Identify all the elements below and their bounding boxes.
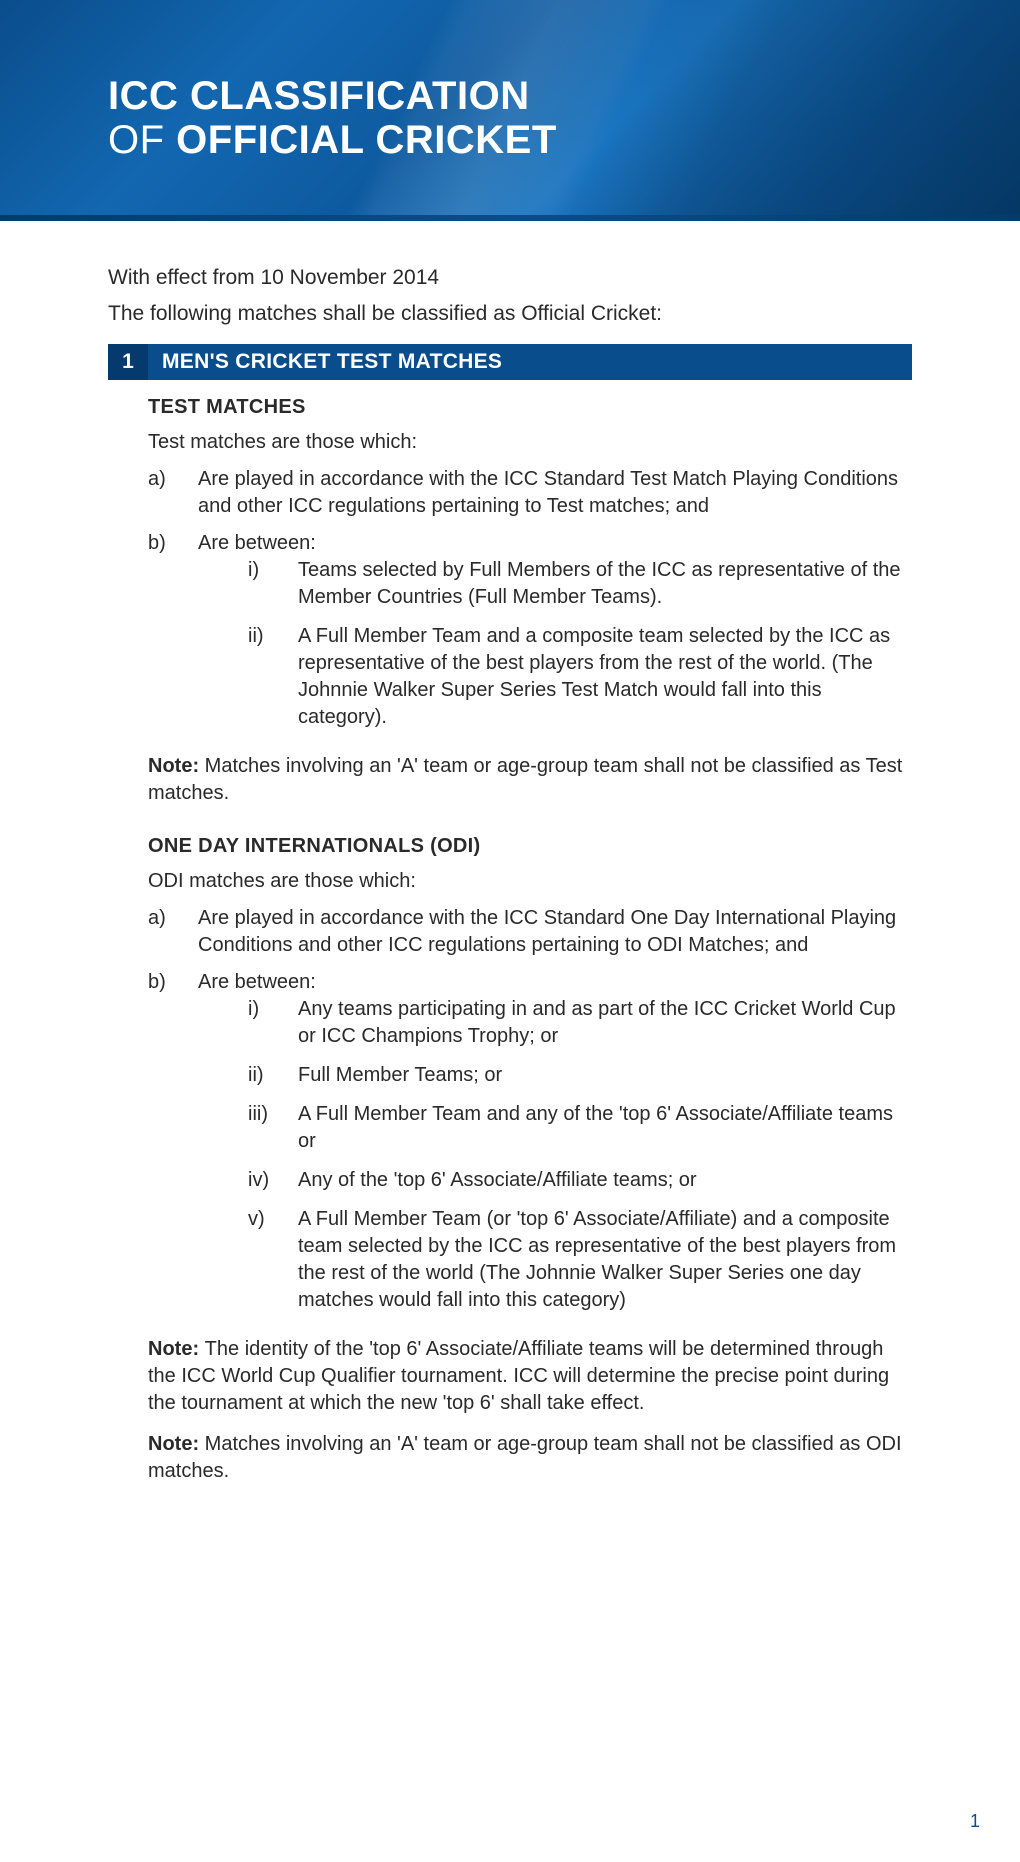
test-list: a) Are played in accordance with the ICC…: [148, 466, 912, 743]
marker-i: i): [248, 996, 298, 1050]
test-b-ii: ii) A Full Member Team and a composite t…: [248, 623, 912, 731]
document-page: ICC CLASSIFICATION OF OFFICIAL CRICKET W…: [0, 0, 1020, 1862]
note-text: Matches involving an 'A' team or age-gro…: [148, 1433, 902, 1482]
note-text: Matches involving an 'A' team or age-gro…: [148, 755, 902, 804]
header-banner: ICC CLASSIFICATION OF OFFICIAL CRICKET: [0, 0, 1020, 215]
odi-b-iv-text: Any of the 'top 6' Associate/Affiliate t…: [298, 1167, 912, 1194]
odi-b-lead: Are between:: [198, 971, 316, 993]
section-1-header: 1 MEN'S CRICKET TEST MATCHES: [108, 344, 912, 380]
marker-iv: iv): [248, 1167, 298, 1194]
odi-a-text: Are played in accordance with the ICC St…: [198, 905, 912, 959]
test-b-i: i) Teams selected by Full Members of the…: [248, 557, 912, 611]
odi-note-2: Note: Matches involving an 'A' team or a…: [148, 1431, 912, 1485]
marker-b: b): [148, 530, 198, 743]
title-line-2: OF OFFICIAL CRICKET: [108, 118, 557, 162]
marker-ii: ii): [248, 623, 298, 731]
test-b-ii-text: A Full Member Team and a composite team …: [298, 623, 912, 731]
marker-v: v): [248, 1206, 298, 1314]
test-b-lead: Are between:: [198, 532, 316, 554]
test-intro: Test matches are those which:: [148, 429, 912, 456]
odi-b-sublist: i) Any teams participating in and as par…: [248, 996, 912, 1314]
section-number: 1: [108, 344, 148, 380]
section-title: MEN'S CRICKET TEST MATCHES: [148, 350, 502, 374]
note-text: The identity of the 'top 6' Associate/Af…: [148, 1338, 889, 1414]
document-title: ICC CLASSIFICATION OF OFFICIAL CRICKET: [108, 74, 557, 162]
odi-b-iii: iii) A Full Member Team and any of the '…: [248, 1101, 912, 1155]
title-line-2-bold: OFFICIAL CRICKET: [176, 118, 557, 162]
marker-ii: ii): [248, 1062, 298, 1089]
odi-b-iii-text: A Full Member Team and any of the 'top 6…: [298, 1101, 912, 1155]
odi-b-iv: iv) Any of the 'top 6' Associate/Affilia…: [248, 1167, 912, 1194]
page-number: 1: [970, 1811, 980, 1832]
test-heading: TEST MATCHES: [148, 396, 912, 419]
test-b-i-text: Teams selected by Full Members of the IC…: [298, 557, 912, 611]
odi-b-v-text: A Full Member Team (or 'top 6' Associate…: [298, 1206, 912, 1314]
odi-b-i-text: Any teams participating in and as part o…: [298, 996, 912, 1050]
effective-date: With effect from 10 November 2014: [108, 266, 912, 290]
test-item-a: a) Are played in accordance with the ICC…: [148, 466, 912, 520]
marker-i: i): [248, 557, 298, 611]
test-b-sublist: i) Teams selected by Full Members of the…: [248, 557, 912, 731]
note-label: Note:: [148, 755, 205, 777]
odi-note-1: Note: The identity of the 'top 6' Associ…: [148, 1336, 912, 1417]
odi-b-v: v) A Full Member Team (or 'top 6' Associ…: [248, 1206, 912, 1314]
test-b-text: Are between: i) Teams selected by Full M…: [198, 530, 912, 743]
document-body: With effect from 10 November 2014 The fo…: [0, 221, 1020, 1579]
test-note: Note: Matches involving an 'A' team or a…: [148, 753, 912, 807]
odi-item-b: b) Are between: i) Any teams participati…: [148, 969, 912, 1326]
odi-b-i: i) Any teams participating in and as par…: [248, 996, 912, 1050]
odi-b-text: Are between: i) Any teams participating …: [198, 969, 912, 1326]
marker-iii: iii): [248, 1101, 298, 1155]
odi-item-a: a) Are played in accordance with the ICC…: [148, 905, 912, 959]
test-a-text: Are played in accordance with the ICC St…: [198, 466, 912, 520]
intro-sentence: The following matches shall be classifie…: [108, 302, 912, 326]
odi-b-ii-text: Full Member Teams; or: [298, 1062, 912, 1089]
note-label: Note:: [148, 1338, 205, 1360]
odi-intro: ODI matches are those which:: [148, 868, 912, 895]
title-line-2-prefix: OF: [108, 118, 176, 162]
note-label: Note:: [148, 1433, 205, 1455]
marker-a: a): [148, 905, 198, 959]
test-item-b: b) Are between: i) Teams selected by Ful…: [148, 530, 912, 743]
marker-a: a): [148, 466, 198, 520]
title-line-1: ICC CLASSIFICATION: [108, 74, 557, 118]
odi-list: a) Are played in accordance with the ICC…: [148, 905, 912, 1326]
odi-b-ii: ii) Full Member Teams; or: [248, 1062, 912, 1089]
odi-heading: ONE DAY INTERNATIONALS (ODI): [148, 835, 912, 858]
marker-b: b): [148, 969, 198, 1326]
